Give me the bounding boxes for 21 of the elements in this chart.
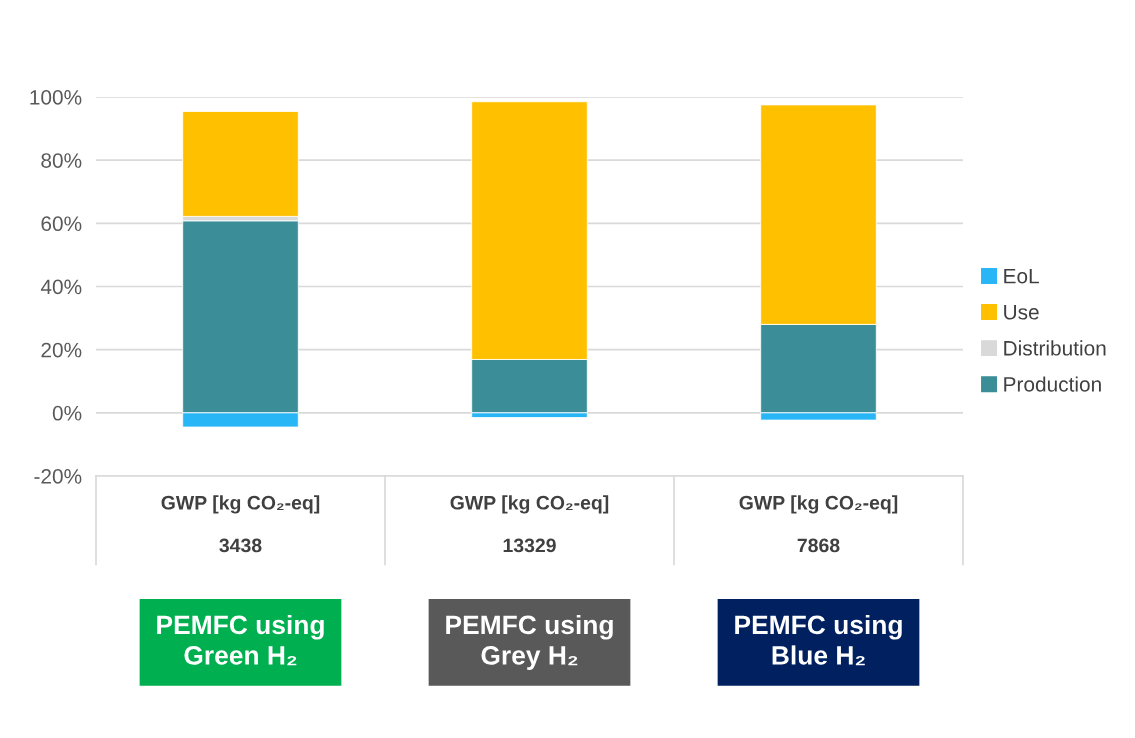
text: GWP [kg CO₂-eq]: [161, 495, 320, 514]
y-tick-label: 60%: [41, 216, 82, 232]
text: 7868: [797, 538, 840, 553]
legend-label: EoL: [1004, 268, 1039, 284]
x-tick-label: PEMFC using Grey H₂: [446, 614, 613, 670]
y-tick-label: 100%: [30, 90, 82, 105]
text: 13329: [503, 538, 556, 553]
y-tick-label: 20%: [41, 342, 82, 358]
text: GWP [kg CO₂-eq]: [450, 495, 609, 514]
y-tick-label: 0%: [52, 405, 82, 421]
y-tick-label: 40%: [40, 279, 82, 295]
x-tick-label: PEMFC using Green H₂: [157, 614, 324, 666]
x-tick-label: PEMFC using Blue H₂: [735, 614, 902, 666]
legend-label: Distribution: [1004, 340, 1106, 356]
legend-label: Use: [1004, 304, 1039, 320]
text: 3438: [219, 538, 262, 553]
y-tick-label: -20%: [34, 469, 82, 484]
bar: [182, 111, 299, 217]
text: GWP [kg CO₂-eq]: [739, 495, 898, 514]
legend-label: Production: [1004, 376, 1101, 392]
y-tick-label: 80%: [41, 153, 82, 168]
